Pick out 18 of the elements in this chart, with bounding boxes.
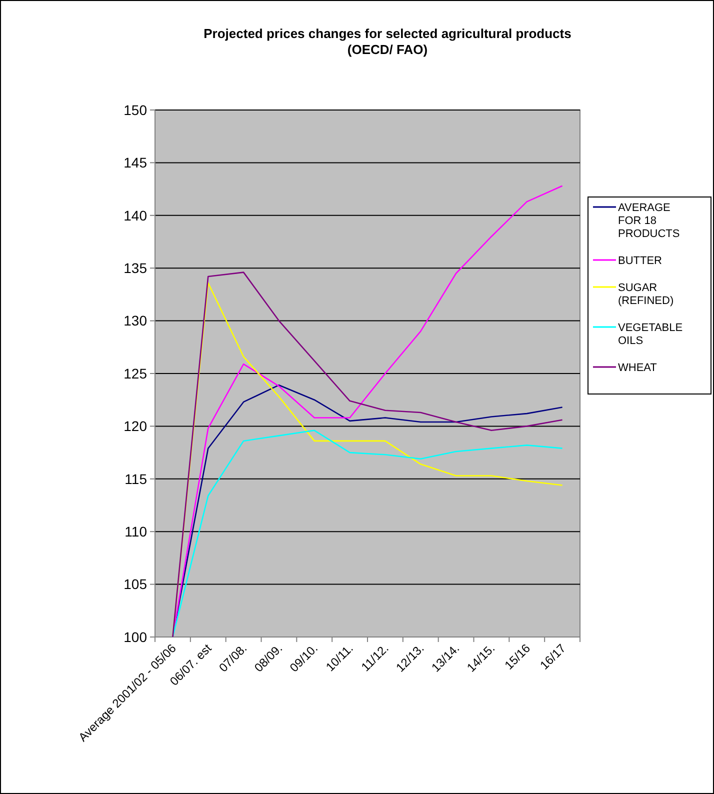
- line-series: [172, 430, 563, 638]
- legend-label: SUGAR (REFINED): [618, 282, 674, 307]
- y-tick-label: 120: [124, 418, 148, 434]
- y-tick-label: 115: [124, 470, 148, 487]
- y-tick-label: 125: [124, 365, 148, 382]
- y-tick-label: 145: [124, 154, 148, 171]
- y-tick-label: 135: [124, 260, 148, 276]
- legend-label: AVERAGE FOR 18 PRODUCTS: [618, 202, 680, 240]
- y-tick-label: 100: [124, 628, 148, 645]
- legend-label: VEGETABLE OILS: [618, 322, 683, 347]
- y-tick-label: 105: [124, 576, 148, 592]
- y-tick-label: 150: [124, 102, 148, 118]
- y-tick-label: 130: [124, 312, 148, 329]
- legend-label: WHEAT: [618, 362, 658, 374]
- y-tick-label: 110: [124, 524, 148, 540]
- chart-title: Projected prices changes for selected agricultural products (OECD/ FAO): [204, 26, 572, 57]
- legend-label: BUTTER: [618, 255, 662, 267]
- y-tick-label: 140: [124, 207, 148, 224]
